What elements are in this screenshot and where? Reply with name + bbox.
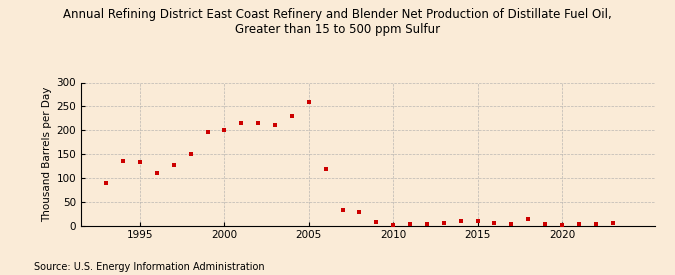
- Point: [590, 221, 601, 226]
- Point: [573, 222, 584, 226]
- Point: [489, 221, 500, 225]
- Point: [286, 114, 297, 118]
- Point: [134, 160, 146, 164]
- Point: [506, 222, 517, 226]
- Point: [219, 128, 230, 132]
- Point: [439, 221, 450, 225]
- Point: [269, 123, 281, 128]
- Point: [540, 222, 551, 226]
- Point: [387, 222, 398, 227]
- Text: Annual Refining District East Coast Refinery and Blender Net Production of Disti: Annual Refining District East Coast Refi…: [63, 8, 612, 36]
- Y-axis label: Thousand Barrels per Day: Thousand Barrels per Day: [43, 86, 52, 222]
- Point: [151, 171, 162, 175]
- Point: [522, 217, 533, 221]
- Point: [337, 208, 348, 213]
- Point: [404, 222, 415, 226]
- Point: [202, 130, 213, 134]
- Point: [303, 99, 314, 104]
- Point: [320, 167, 331, 171]
- Point: [354, 210, 364, 214]
- Point: [608, 221, 618, 225]
- Point: [169, 163, 180, 168]
- Point: [421, 222, 432, 226]
- Point: [117, 159, 128, 163]
- Point: [236, 121, 247, 126]
- Point: [556, 222, 567, 227]
- Point: [371, 219, 382, 224]
- Point: [252, 121, 263, 125]
- Point: [472, 219, 483, 223]
- Text: Source: U.S. Energy Information Administration: Source: U.S. Energy Information Administ…: [34, 262, 265, 272]
- Point: [101, 180, 112, 185]
- Point: [185, 152, 196, 156]
- Point: [455, 219, 466, 223]
